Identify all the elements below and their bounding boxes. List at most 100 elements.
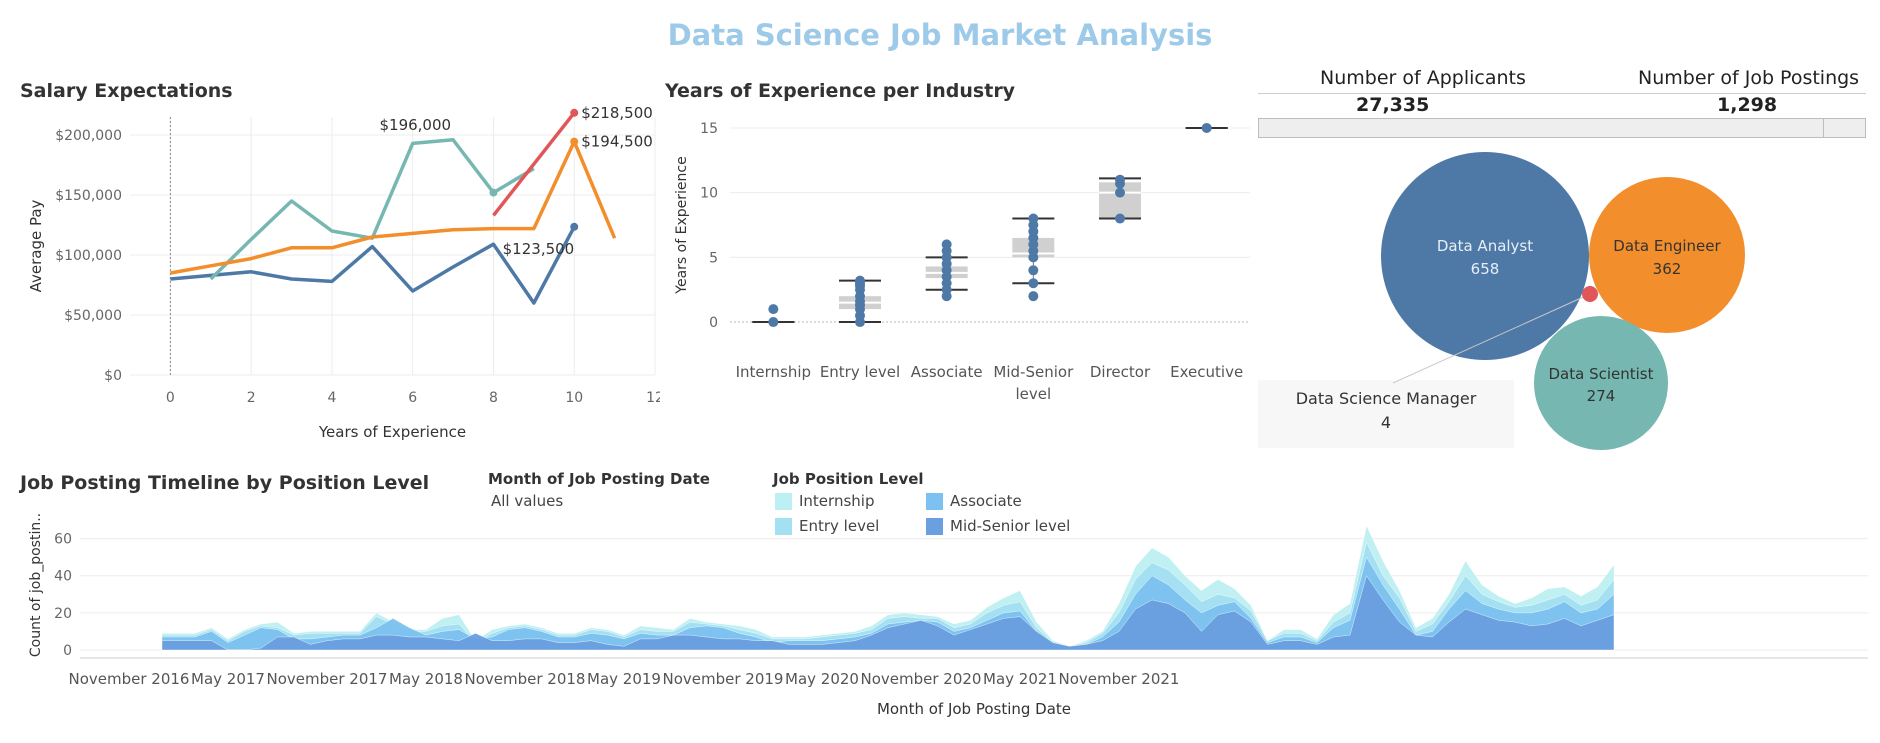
tooltip-leader-line xyxy=(1392,293,1591,384)
y-axis-label: Average Pay xyxy=(27,199,45,292)
x-tick-label: November 2017 xyxy=(267,670,388,688)
bubble-value: 658 xyxy=(1471,260,1500,278)
y-tick-label: 10 xyxy=(700,186,718,202)
x-axis-label: Years of Experience xyxy=(318,423,466,441)
bubble-data-engineer[interactable] xyxy=(1589,177,1745,333)
x-axis-label: Month of Job Posting Date xyxy=(877,700,1071,718)
experience-point xyxy=(941,239,952,250)
kpi-progress-marker xyxy=(1823,119,1824,137)
x-tick-label: 4 xyxy=(327,390,336,406)
salary-point-marker xyxy=(570,222,579,231)
category-label: Executive xyxy=(1170,363,1243,381)
date-filter-value[interactable]: All values xyxy=(491,492,564,510)
legend-item-entry-level[interactable]: Entry level xyxy=(775,517,879,535)
y-tick-label: 5 xyxy=(709,250,718,266)
salary-annotation: $123,500 xyxy=(503,240,575,258)
timeline-area-chart[interactable]: 0 20 40 60 Count of job_postin.. November 201… xyxy=(0,500,1880,725)
y-tick-label: $100,000 xyxy=(55,248,122,264)
x-tick-label: May 2021 xyxy=(983,670,1057,688)
bubble-tooltip-box xyxy=(1258,380,1514,448)
legend-item-associate[interactable]: Associate xyxy=(926,492,1022,510)
experience-point xyxy=(768,317,779,328)
salary-annotation: $194,500 xyxy=(581,133,653,151)
salary-series-line xyxy=(492,111,576,217)
bubble-value: 4 xyxy=(1381,413,1391,432)
experience-point xyxy=(1115,213,1125,224)
x-tick-label: 0 xyxy=(166,390,175,406)
salary-chart[interactable]: 0 2 4 6 8 10 12 $0 $50,000 $100,000 $150,000 $200,0… xyxy=(0,105,660,445)
applicants-value: 27,335 xyxy=(1356,94,1430,116)
legend-swatch xyxy=(775,517,792,535)
experience-point xyxy=(1028,291,1039,302)
x-tick-label: November 2016 xyxy=(69,670,190,688)
y-tick-label: $0 xyxy=(104,368,122,384)
bubble-data-analyst[interactable] xyxy=(1381,152,1589,360)
x-tick-label: November 2019 xyxy=(663,670,784,688)
bubble-label: Data Engineer xyxy=(1613,237,1721,255)
legend-swatch xyxy=(926,517,943,535)
bubble-data-scientist[interactable] xyxy=(1534,316,1668,450)
category-label: Director xyxy=(1090,363,1151,381)
salary-series-line xyxy=(170,225,576,305)
salary-annotation: $196,000 xyxy=(379,116,451,134)
y-tick-label: 0 xyxy=(63,643,72,659)
y-tick-label: 40 xyxy=(54,569,72,585)
category-label: level xyxy=(1015,385,1051,403)
bubble-value: 274 xyxy=(1587,387,1616,405)
legend-swatch xyxy=(775,492,792,510)
category-label: Internship xyxy=(736,363,811,381)
experience-point xyxy=(1028,213,1039,224)
legend-item-internship[interactable]: Internship xyxy=(775,492,874,510)
bubble-label: Data Analyst xyxy=(1437,237,1533,255)
x-tick-label: 2 xyxy=(247,390,256,406)
y-tick-label: 20 xyxy=(54,606,72,622)
category-label: Associate xyxy=(911,363,983,381)
experience-point xyxy=(1115,187,1125,198)
postings-value: 1,298 xyxy=(1717,94,1778,116)
x-tick-label: 6 xyxy=(408,390,417,406)
legend-label: Mid-Senior level xyxy=(950,517,1071,535)
bubble-value: 362 xyxy=(1653,260,1682,278)
x-tick-label: May 2020 xyxy=(785,670,859,688)
dashboard-title: Data Science Job Market Analysis xyxy=(667,18,1213,52)
bubble-data-science-manager[interactable] xyxy=(1582,286,1598,302)
bubble-label: Data Scientist xyxy=(1549,365,1654,383)
experience-point xyxy=(1028,278,1039,289)
y-tick-label: 0 xyxy=(709,315,718,331)
kpi-divider xyxy=(1258,93,1866,94)
y-tick-label: $200,000 xyxy=(55,128,122,144)
legend-label: Entry level xyxy=(799,517,880,535)
y-tick-label: 15 xyxy=(700,121,718,137)
legend-label: Associate xyxy=(950,492,1022,510)
experience-point xyxy=(1028,265,1039,276)
x-tick-label: May 2018 xyxy=(389,670,463,688)
experience-point xyxy=(1115,174,1125,185)
y-tick-label: 60 xyxy=(54,532,72,548)
salary-series-line xyxy=(170,139,617,275)
legend-label: Internship xyxy=(799,492,875,510)
postings-label: Number of Job Postings xyxy=(1638,67,1860,89)
salary-point-marker xyxy=(570,137,579,146)
date-filter-title: Month of Job Posting Date xyxy=(488,470,710,488)
experience-chart-title: Years of Experience per Industry xyxy=(665,80,1016,102)
timeline-area xyxy=(161,575,1615,651)
experience-box-chart[interactable]: 0 5 10 15 Years of Experience Internship Entry… xyxy=(660,105,1260,465)
bubble-chart[interactable]: Data Analyst 658 Data Engineer 362 Data … xyxy=(1258,140,1878,460)
bubble-label: Data Science Manager xyxy=(1296,389,1477,408)
applicants-label: Number of Applicants xyxy=(1320,67,1526,89)
salary-annotation: $218,500 xyxy=(581,105,653,122)
salary-chart-title: Salary Expectations xyxy=(20,80,233,102)
y-tick-label: $50,000 xyxy=(64,308,122,324)
legend-item-mid-senior[interactable]: Mid-Senior level xyxy=(926,517,1070,535)
legend-swatch xyxy=(926,492,943,510)
x-tick-label: 10 xyxy=(565,390,583,406)
timeline-title: Job Posting Timeline by Position Level xyxy=(20,472,430,494)
y-axis-label: Years of Experience xyxy=(674,156,690,294)
experience-point xyxy=(855,275,865,286)
kpi-progress-bar xyxy=(1258,118,1866,138)
salary-point-marker xyxy=(570,108,579,117)
x-tick-label: November 2021 xyxy=(1059,670,1180,688)
x-tick-label: May 2019 xyxy=(587,670,661,688)
experience-point xyxy=(768,304,779,315)
category-label: Mid-Senior xyxy=(993,363,1074,381)
